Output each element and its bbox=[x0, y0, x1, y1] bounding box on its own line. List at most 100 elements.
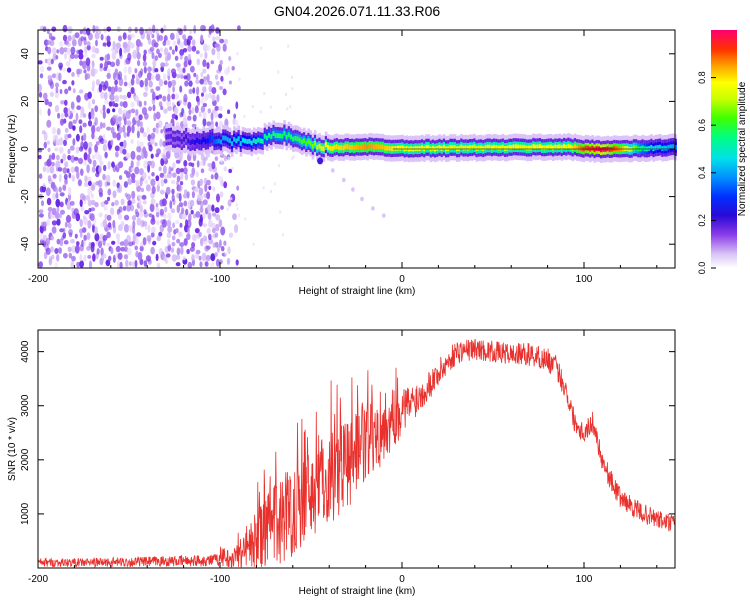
noise-cell bbox=[218, 176, 224, 182]
noise-cell bbox=[151, 214, 155, 222]
noise-cell bbox=[39, 108, 42, 116]
noise-cell bbox=[122, 124, 126, 133]
ridge-cell bbox=[486, 144, 489, 150]
noise-cell bbox=[218, 259, 223, 265]
noise-cell bbox=[251, 105, 254, 108]
noise-cell bbox=[216, 193, 220, 203]
noise-cell bbox=[129, 33, 135, 39]
noise-cell bbox=[166, 99, 172, 107]
noise-cell bbox=[67, 107, 71, 117]
noise-cell bbox=[211, 48, 216, 56]
noise-cell bbox=[202, 199, 208, 206]
noise-cell bbox=[123, 131, 127, 138]
noise-cell bbox=[170, 247, 175, 253]
noise-cell bbox=[98, 240, 103, 249]
noise-cell bbox=[72, 125, 76, 131]
noise-cell bbox=[162, 140, 166, 147]
noise-cell bbox=[172, 102, 175, 107]
noise-cell bbox=[98, 212, 103, 218]
noise-cell bbox=[82, 122, 87, 128]
noise-cell bbox=[233, 113, 237, 119]
noise-cell bbox=[156, 48, 160, 55]
noise-cell bbox=[94, 25, 99, 33]
snr-series-line bbox=[37, 338, 675, 568]
noise-cell bbox=[210, 253, 216, 262]
noise-cell bbox=[183, 200, 188, 207]
noise-cell bbox=[198, 111, 202, 118]
noise-cell bbox=[150, 153, 154, 159]
noise-cell bbox=[151, 185, 156, 195]
ridge-cell bbox=[569, 144, 572, 150]
noise-cell bbox=[60, 118, 64, 126]
noise-cell bbox=[81, 227, 87, 233]
noise-cell bbox=[187, 261, 193, 269]
noise-cell bbox=[175, 159, 181, 164]
noise-cell bbox=[54, 90, 59, 99]
noise-cell bbox=[196, 58, 201, 66]
noise-cell bbox=[167, 52, 171, 61]
noise-cell bbox=[114, 79, 118, 86]
noise-cell bbox=[131, 198, 136, 205]
noise-cell bbox=[43, 92, 48, 101]
noise-cell bbox=[110, 247, 114, 255]
noise-cell bbox=[202, 111, 207, 120]
noise-cell bbox=[51, 161, 55, 167]
noise-cell bbox=[187, 115, 192, 121]
noise-cell bbox=[38, 154, 42, 160]
ridge-cell bbox=[357, 144, 361, 150]
noise-cell bbox=[68, 172, 72, 179]
noise-cell bbox=[128, 224, 133, 233]
noise-cell bbox=[118, 121, 122, 127]
noise-cell bbox=[172, 222, 176, 229]
noise-cell bbox=[126, 247, 132, 256]
ridge-cell bbox=[206, 138, 210, 144]
noise-cell bbox=[191, 39, 196, 47]
ridge-cell bbox=[239, 141, 243, 146]
noise-cell bbox=[75, 146, 80, 154]
noise-cell bbox=[69, 200, 75, 206]
noise-cell bbox=[195, 50, 200, 55]
noise-cell bbox=[47, 46, 52, 55]
noise-cell bbox=[90, 67, 96, 77]
noise-cell bbox=[110, 207, 115, 216]
noise-cell bbox=[84, 210, 90, 215]
noise-cell bbox=[191, 242, 196, 249]
noise-cell bbox=[144, 84, 149, 92]
spectrogram-noise-cells bbox=[37, 24, 295, 269]
ridge-cell bbox=[276, 133, 280, 138]
noise-cell bbox=[204, 93, 209, 102]
noise-cell bbox=[72, 34, 76, 42]
ridge-cell bbox=[547, 144, 551, 150]
noise-cell bbox=[54, 147, 59, 152]
ridge-cell bbox=[427, 144, 431, 150]
noise-cell bbox=[130, 138, 134, 144]
ridge-cell bbox=[508, 144, 511, 150]
noise-cell bbox=[216, 94, 220, 103]
noise-cell bbox=[69, 145, 75, 151]
noise-cell bbox=[190, 179, 196, 186]
noise-cell bbox=[152, 240, 157, 246]
noise-cell bbox=[228, 56, 232, 61]
noise-cell bbox=[102, 219, 108, 228]
noise-cell bbox=[74, 233, 78, 239]
noise-cell bbox=[206, 227, 211, 234]
noise-cell bbox=[236, 185, 240, 191]
noise-cell bbox=[214, 156, 219, 162]
noise-cell bbox=[115, 58, 120, 67]
ridge-cell bbox=[200, 139, 203, 145]
noise-cell bbox=[76, 105, 82, 110]
noise-cell bbox=[171, 93, 176, 100]
noise-cell bbox=[67, 186, 72, 196]
spectrogram-y-label: Frequency (Hz) bbox=[7, 115, 18, 184]
noise-cell bbox=[159, 208, 164, 216]
noise-cell bbox=[79, 60, 83, 66]
noise-cell bbox=[80, 168, 84, 176]
noise-cell bbox=[104, 180, 108, 188]
noise-cell bbox=[80, 106, 85, 116]
noise-cell bbox=[230, 193, 236, 203]
noise-cell bbox=[129, 42, 135, 49]
noise-cell bbox=[82, 215, 86, 220]
noise-cell bbox=[98, 179, 103, 188]
noise-cell bbox=[135, 180, 140, 187]
